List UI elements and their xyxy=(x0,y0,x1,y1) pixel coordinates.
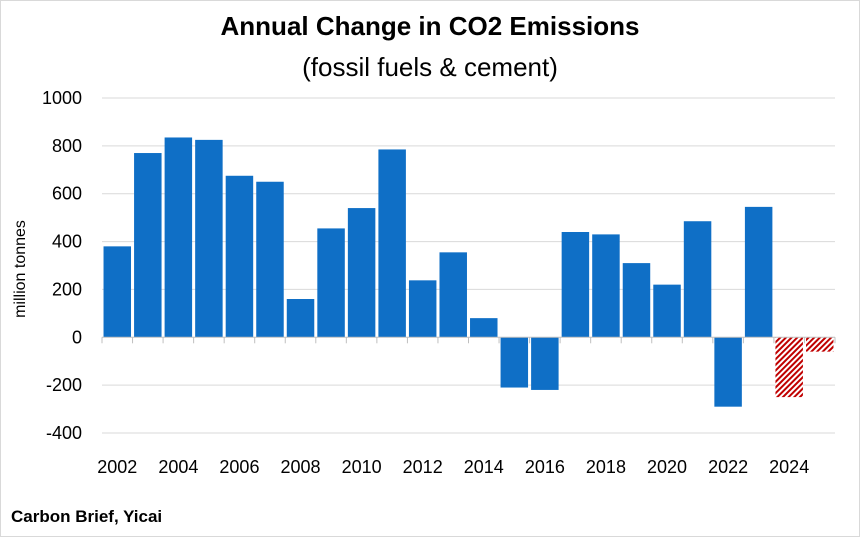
bar-2017 xyxy=(561,232,590,338)
x-tick-label: 2008 xyxy=(280,457,320,477)
bar-2022 xyxy=(714,337,742,407)
bar-2004 xyxy=(164,137,193,338)
y-tick-label: 1000 xyxy=(42,88,82,108)
bar-2011 xyxy=(378,149,406,338)
x-tick-label: 2006 xyxy=(219,457,259,477)
bar-2013 xyxy=(439,252,467,338)
y-axis-label: million tonnes xyxy=(12,220,29,318)
bar-2005 xyxy=(195,139,223,338)
bar-2019 xyxy=(622,263,651,338)
y-tick-label: -400 xyxy=(46,423,82,443)
bar-2015 xyxy=(500,337,529,388)
y-tick-label: 200 xyxy=(52,279,82,299)
bar-2021 xyxy=(683,221,712,338)
bar-2003 xyxy=(134,153,162,338)
y-tick-label: 400 xyxy=(52,232,82,252)
chart-title: Annual Change in CO2 Emissions xyxy=(220,11,640,41)
bar-estimate-2025 xyxy=(805,337,834,352)
x-tick-label: 2012 xyxy=(403,457,443,477)
chart-subtitle: (fossil fuels & cement) xyxy=(302,52,558,82)
bar-2023 xyxy=(744,206,773,338)
x-tick-label: 2024 xyxy=(769,457,809,477)
bar-estimate-2024 xyxy=(775,337,803,398)
bar-2007 xyxy=(256,181,284,338)
x-tick-label: 2010 xyxy=(342,457,382,477)
x-tick-label: 2020 xyxy=(647,457,687,477)
bar-2009 xyxy=(317,228,345,338)
bar-2008 xyxy=(286,299,315,338)
bar-2018 xyxy=(592,234,620,338)
y-tick-label: 600 xyxy=(52,184,82,204)
x-tick-label: 2018 xyxy=(586,457,626,477)
axes: 1000 800 600 400 200 0 -200 -400 2002 2004 2006 200… xyxy=(42,88,836,477)
bar-2016 xyxy=(531,337,559,390)
y-tick-label: 0 xyxy=(72,327,82,347)
bar-2010 xyxy=(347,208,376,338)
x-tick-label: 2014 xyxy=(464,457,504,477)
bars xyxy=(103,137,834,407)
bar-2012 xyxy=(408,280,437,338)
y-tick-label: 800 xyxy=(52,136,82,156)
x-tick-label: 2016 xyxy=(525,457,565,477)
bar-2002 xyxy=(103,246,132,338)
x-tick-label: 2022 xyxy=(708,457,748,477)
gridlines xyxy=(102,97,835,434)
bar-2020 xyxy=(653,284,681,338)
x-tick-label: 2002 xyxy=(97,457,137,477)
source-label: Carbon Brief, Yicai xyxy=(11,507,163,526)
bar-2006 xyxy=(225,175,254,338)
bar-2014 xyxy=(470,318,498,338)
y-tick-label: -200 xyxy=(46,375,82,395)
x-tick-label: 2004 xyxy=(158,457,198,477)
